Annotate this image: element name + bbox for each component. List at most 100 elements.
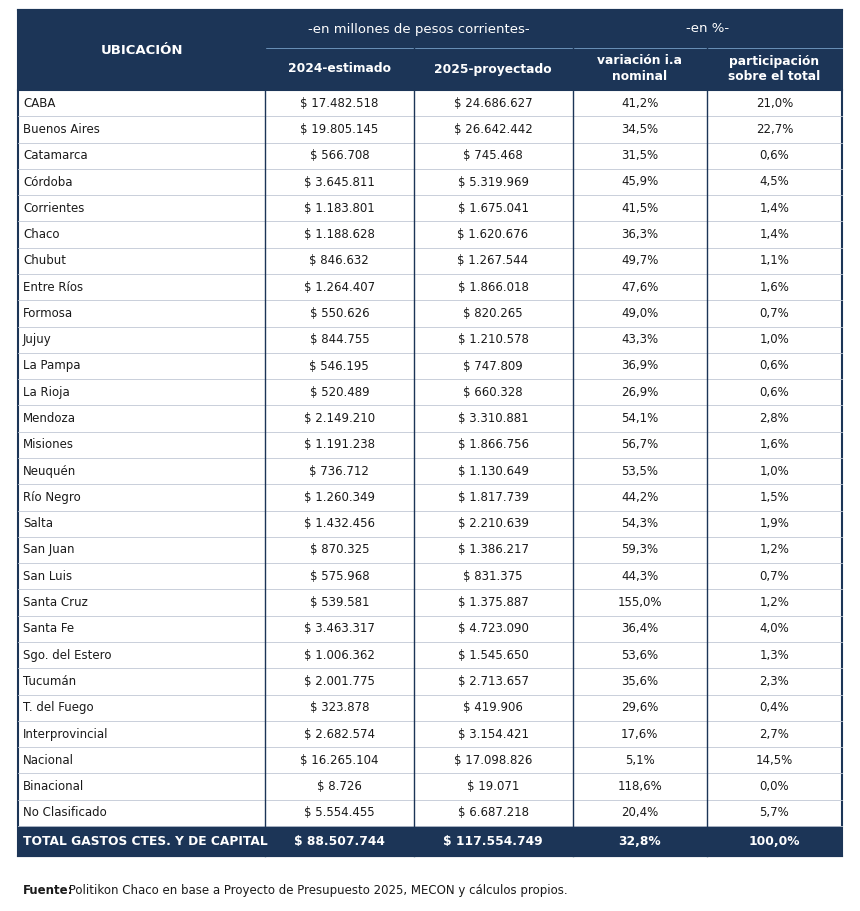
Text: $ 1.675.041: $ 1.675.041 (458, 201, 529, 215)
Text: 47,6%: 47,6% (621, 281, 659, 293)
Text: 31,5%: 31,5% (621, 149, 658, 162)
Text: Río Negro: Río Negro (23, 491, 81, 504)
Text: No Clasificado: No Clasificado (23, 806, 107, 819)
Text: 1,5%: 1,5% (759, 491, 789, 504)
Bar (18, 826, 842, 856)
Text: $ 1.183.801: $ 1.183.801 (304, 201, 375, 215)
Text: 20,4%: 20,4% (621, 806, 659, 819)
Text: $ 1.264.407: $ 1.264.407 (304, 281, 375, 293)
Text: 22,7%: 22,7% (756, 123, 793, 136)
Text: San Juan: San Juan (23, 544, 75, 557)
Text: $ 1.432.456: $ 1.432.456 (304, 517, 375, 530)
Bar (265, 48, 414, 90)
Text: 56,7%: 56,7% (621, 438, 659, 451)
Text: $ 3.310.881: $ 3.310.881 (458, 412, 528, 425)
Bar (573, 10, 842, 48)
Text: 1,6%: 1,6% (759, 281, 789, 293)
Text: $ 546.195: $ 546.195 (310, 360, 369, 373)
Text: $ 419.906: $ 419.906 (463, 701, 523, 714)
Text: $ 3.645.811: $ 3.645.811 (304, 176, 375, 189)
Text: $ 88.507.744: $ 88.507.744 (294, 834, 384, 847)
Text: 49,0%: 49,0% (621, 307, 659, 320)
Text: $ 24.686.627: $ 24.686.627 (454, 97, 532, 109)
Text: 4,0%: 4,0% (759, 622, 789, 635)
Text: $ 19.071: $ 19.071 (467, 780, 519, 793)
Text: 0,4%: 0,4% (759, 701, 789, 714)
Text: $ 550.626: $ 550.626 (310, 307, 369, 320)
Text: 1,4%: 1,4% (759, 201, 789, 215)
Text: -en %-: -en %- (685, 23, 728, 36)
Text: 44,3%: 44,3% (621, 569, 659, 583)
Text: $ 4.723.090: $ 4.723.090 (458, 622, 529, 635)
Text: Tucumán: Tucumán (23, 675, 77, 688)
Text: 1,2%: 1,2% (759, 596, 789, 609)
Text: $ 520.489: $ 520.489 (310, 385, 369, 399)
Text: participación
sobre el total: participación sobre el total (728, 55, 820, 84)
Text: Fuente:: Fuente: (23, 884, 73, 897)
Text: San Luis: San Luis (23, 569, 72, 583)
Text: $ 1.191.238: $ 1.191.238 (304, 438, 375, 451)
Text: $ 831.375: $ 831.375 (464, 569, 523, 583)
Text: 1,6%: 1,6% (759, 438, 789, 451)
Text: 14,5%: 14,5% (756, 753, 793, 767)
Text: 118,6%: 118,6% (617, 780, 662, 793)
Text: $ 2.210.639: $ 2.210.639 (458, 517, 529, 530)
Text: 53,6%: 53,6% (621, 649, 658, 661)
Text: 43,3%: 43,3% (621, 333, 658, 346)
Text: 35,6%: 35,6% (621, 675, 658, 688)
Text: Interprovincial: Interprovincial (23, 728, 108, 741)
Text: $ 1.260.349: $ 1.260.349 (304, 491, 375, 504)
Text: 5,1%: 5,1% (625, 753, 654, 767)
Text: Santa Fe: Santa Fe (23, 622, 74, 635)
Text: 36,3%: 36,3% (621, 228, 658, 241)
Text: 2025-proyectado: 2025-proyectado (434, 63, 552, 76)
Text: 0,6%: 0,6% (759, 360, 789, 373)
Text: 49,7%: 49,7% (621, 254, 659, 267)
Text: 4,5%: 4,5% (759, 176, 789, 189)
Text: Mendoza: Mendoza (23, 412, 76, 425)
Text: 2,3%: 2,3% (759, 675, 789, 688)
Text: 1,1%: 1,1% (759, 254, 789, 267)
Text: 2,7%: 2,7% (759, 728, 789, 741)
Bar (18, 10, 265, 90)
Text: $ 1.267.544: $ 1.267.544 (458, 254, 529, 267)
Text: $ 117.554.749: $ 117.554.749 (443, 834, 543, 847)
Text: $ 1.545.650: $ 1.545.650 (458, 649, 528, 661)
Text: 1,3%: 1,3% (759, 649, 789, 661)
Text: Catamarca: Catamarca (23, 149, 88, 162)
Text: Santa Cruz: Santa Cruz (23, 596, 88, 609)
Text: $ 1.130.649: $ 1.130.649 (458, 465, 529, 477)
Text: $ 575.968: $ 575.968 (310, 569, 369, 583)
Text: Buenos Aires: Buenos Aires (23, 123, 100, 136)
Bar (573, 48, 707, 90)
Bar (707, 48, 842, 90)
Text: UBICACIÓN: UBICACIÓN (101, 44, 183, 56)
Text: $ 1.817.739: $ 1.817.739 (458, 491, 529, 504)
Text: Misiones: Misiones (23, 438, 74, 451)
Text: $ 2.001.775: $ 2.001.775 (304, 675, 375, 688)
Text: Nacional: Nacional (23, 753, 74, 767)
Text: 2,8%: 2,8% (759, 412, 789, 425)
Text: 1,2%: 1,2% (759, 544, 789, 557)
Text: 0,6%: 0,6% (759, 149, 789, 162)
Text: $ 2.149.210: $ 2.149.210 (304, 412, 375, 425)
Text: 17,6%: 17,6% (621, 728, 659, 741)
Text: -en millones de pesos corrientes-: -en millones de pesos corrientes- (308, 23, 530, 36)
Text: $ 1.006.362: $ 1.006.362 (304, 649, 375, 661)
Text: $ 5.554.455: $ 5.554.455 (304, 806, 375, 819)
Text: $ 745.468: $ 745.468 (464, 149, 523, 162)
Text: 1,4%: 1,4% (759, 228, 789, 241)
Text: 0,7%: 0,7% (759, 569, 789, 583)
Text: CABA: CABA (23, 97, 55, 109)
Text: $ 3.463.317: $ 3.463.317 (304, 622, 375, 635)
Text: $ 26.642.442: $ 26.642.442 (454, 123, 532, 136)
Text: Chaco: Chaco (23, 228, 59, 241)
Text: $ 6.687.218: $ 6.687.218 (458, 806, 529, 819)
Text: $ 820.265: $ 820.265 (464, 307, 523, 320)
Text: 41,5%: 41,5% (621, 201, 659, 215)
Text: 54,3%: 54,3% (621, 517, 658, 530)
Text: $ 736.712: $ 736.712 (310, 465, 369, 477)
Text: $ 1.188.628: $ 1.188.628 (304, 228, 375, 241)
Text: $ 870.325: $ 870.325 (310, 544, 369, 557)
Text: 100,0%: 100,0% (749, 834, 800, 847)
